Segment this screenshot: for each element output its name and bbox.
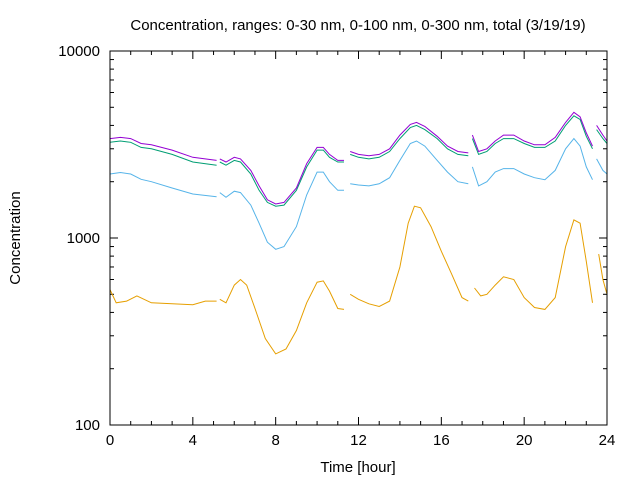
series-4-line [109,136,217,161]
y-axis-label: Concentration [7,191,24,284]
series-4-line [471,111,593,153]
series-1-line [219,278,345,355]
series-1-line [109,289,217,306]
series-3-line [471,115,593,156]
x-tick-label: 8 [271,432,279,449]
y-tick-label: 10000 [58,43,100,60]
plot-series [109,111,608,355]
x-axis-label: Time [hour] [320,459,395,476]
series-1-line [598,254,608,295]
series-2-line [471,137,593,187]
series-1-line [474,219,593,310]
series-4-line [219,146,344,205]
x-tick-label: 16 [433,432,450,449]
chart-title: Concentration, ranges: 0-30 nm, 0-100 nm… [130,17,585,34]
y-tick-label: 1000 [67,230,100,247]
x-tick-label: 0 [106,432,114,449]
series-4-line [350,121,469,157]
series-3-line [109,140,217,166]
x-tick-label: 20 [516,432,533,449]
series-3-line [219,149,344,207]
series-2-line [350,140,469,187]
series-2-line [219,171,344,250]
x-tick-label: 4 [189,432,197,449]
series-3-line [350,124,469,160]
plot-frame [109,50,608,426]
x-tick-label: 12 [350,432,367,449]
series-3-line [596,129,608,144]
series-4-line [596,125,608,142]
axis-ticks: 0 4 8 12 16 20 24 100 1000 10000 [58,43,615,449]
series-1-line [349,205,469,308]
series-2-line [596,158,608,175]
y-tick-label: 100 [75,417,100,434]
series-2-line [109,171,217,198]
x-tick-label: 24 [599,432,616,449]
